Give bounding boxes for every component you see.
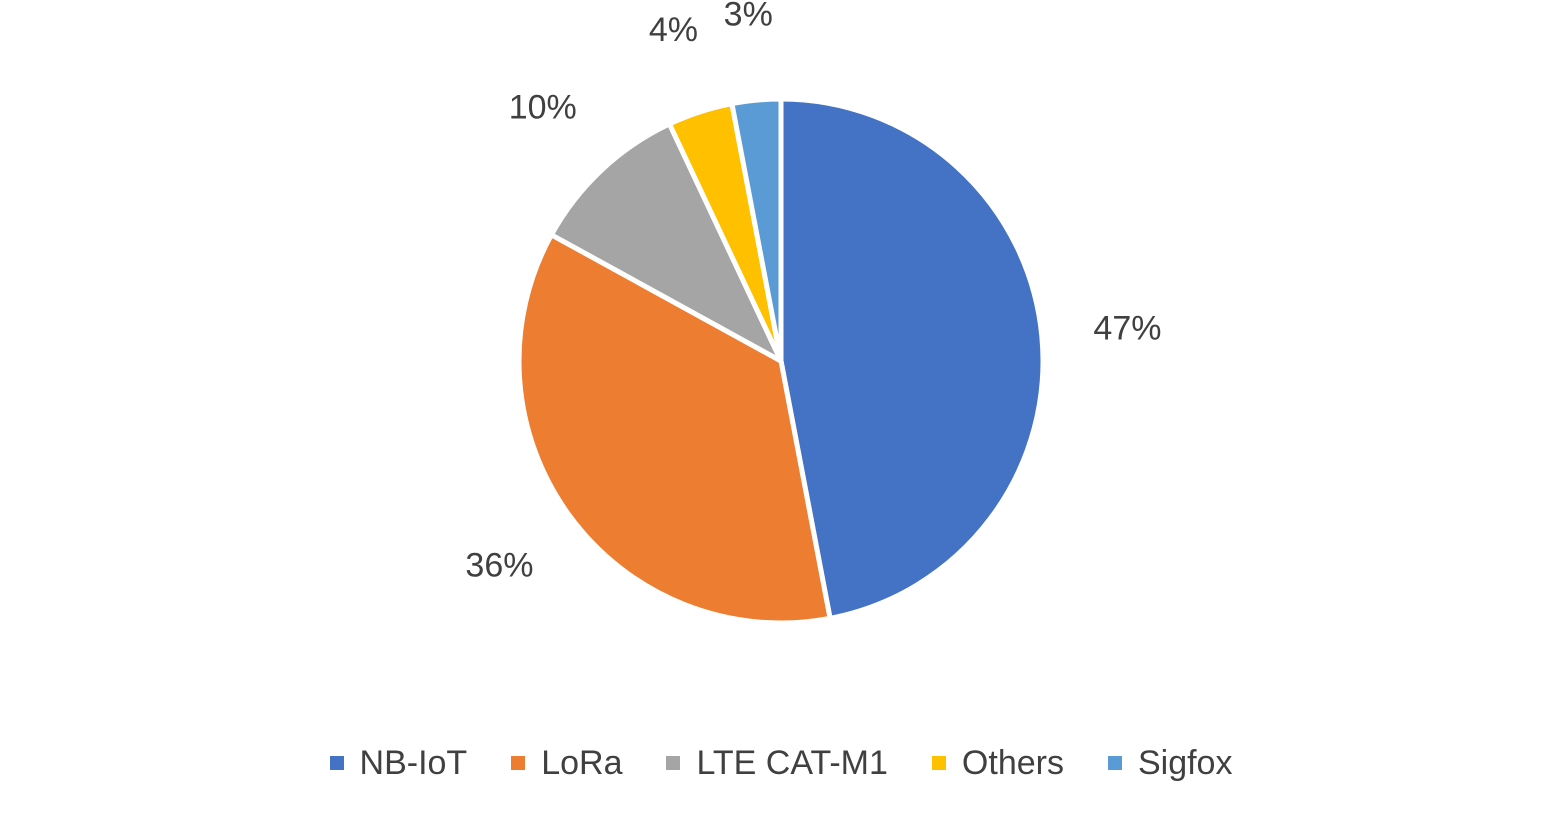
legend-item-others[interactable]: Others bbox=[931, 743, 1064, 783]
legend-label-nb-iot: NB-IoT bbox=[359, 743, 468, 782]
chart-legend: NB-IoT LoRa LTE CAT-M1 Others Sigfox bbox=[0, 738, 1562, 788]
legend-swatch-lte-cat-m1 bbox=[666, 756, 681, 770]
legend-label-others: Others bbox=[961, 743, 1064, 782]
legend-item-lora[interactable]: LoRa bbox=[511, 744, 622, 783]
pie-slice-nb-iot[interactable] bbox=[778, 96, 1046, 621]
legend-label-sigfox: Sigfox bbox=[1137, 743, 1233, 782]
legend-label-lora: LoRa bbox=[541, 743, 623, 782]
data-label-nb-iot: 47% bbox=[1093, 309, 1161, 347]
legend-item-sigfox[interactable]: Sigfox bbox=[1107, 743, 1233, 783]
legend-swatch-nb-iot bbox=[329, 756, 344, 770]
pie-data-labels: 47% 36% 10% 4% 3% bbox=[465, 0, 1161, 585]
legend-item-lte-cat-m1[interactable]: LTE CAT-M1 bbox=[666, 743, 888, 783]
pie-slice-lte-cat-m1[interactable] bbox=[548, 121, 784, 364]
legend-swatch-others bbox=[931, 756, 946, 770]
legend-item-nb-iot[interactable]: NB-IoT bbox=[329, 743, 468, 783]
pie-slice-sigfox[interactable] bbox=[729, 96, 784, 364]
pie-slices bbox=[516, 96, 1046, 626]
data-label-sigfox: 3% bbox=[724, 0, 773, 34]
data-label-lora: 36% bbox=[465, 547, 533, 585]
data-label-others: 4% bbox=[649, 11, 698, 49]
legend-swatch-sigfox bbox=[1107, 756, 1122, 770]
data-label-lte-cat-m1: 10% bbox=[509, 88, 577, 126]
legend-label-lte-cat-m1: LTE CAT-M1 bbox=[696, 743, 888, 782]
pie-slice-lora[interactable] bbox=[516, 232, 833, 626]
legend-swatch-lora bbox=[511, 756, 526, 770]
